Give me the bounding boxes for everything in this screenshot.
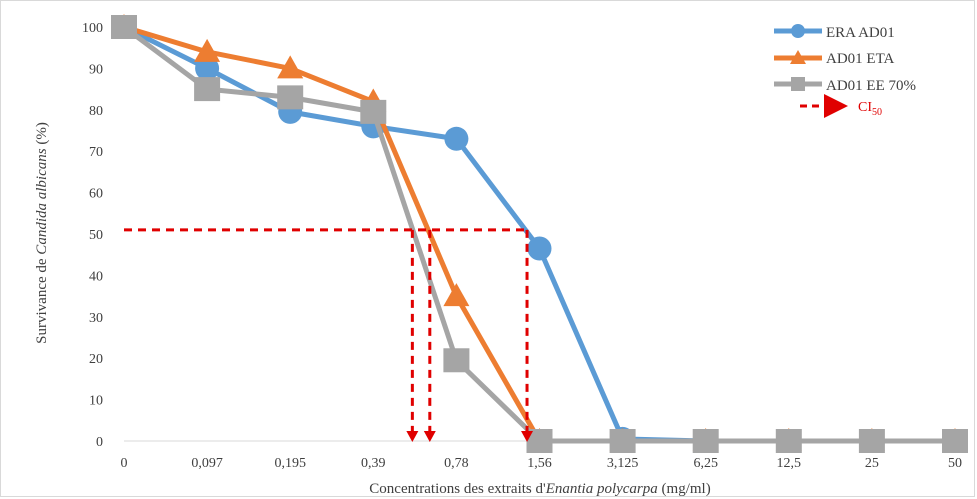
data-point [277, 85, 304, 110]
data-point [195, 56, 220, 81]
data-point [111, 15, 137, 39]
legend-label-2: AD01 EE 70% [826, 78, 916, 94]
y-tick-label: 10 [89, 394, 103, 409]
y-axis-tick-labels: 0 10 20 30 40 50 60 70 80 90 100 [82, 21, 103, 450]
x-tick-label: 0,39 [361, 456, 386, 471]
x-axis-title-suffix: (mg/ml) [658, 481, 711, 497]
legend: ERA AD01 AD01 ETA AD01 EE 70% CI50 [774, 24, 916, 118]
x-axis-tick-labels: 0 0,097 0,195 0,39 0,78 1,56 3,125 6,25 12,5 25 50 [121, 456, 963, 471]
x-axis-title-prefix: Concentrations des extraits d' [369, 481, 546, 497]
legend-label-1: AD01 ETA [826, 51, 895, 67]
y-tick-label: 90 [89, 62, 103, 77]
data-point [194, 38, 221, 62]
series-layer [111, 14, 968, 453]
y-tick-label: 50 [89, 228, 103, 243]
data-point [360, 99, 387, 124]
legend-label-0: ERA AD01 [826, 25, 895, 41]
x-tick-label: 12,5 [777, 456, 802, 471]
y-tick-label: 20 [89, 352, 103, 367]
x-tick-label: 0 [121, 456, 128, 471]
x-tick-label: 0,78 [444, 456, 469, 471]
x-tick-label: 1,56 [527, 456, 552, 471]
y-axis-title: Survivance de Candida albicans (%) [34, 122, 50, 344]
x-tick-label: 25 [865, 456, 879, 471]
data-point [527, 236, 552, 261]
x-axis-title: Concentrations des extraits d'Enantia po… [369, 481, 710, 497]
legend-item-2: AD01 EE 70% [774, 77, 916, 94]
legend-ci50-label-sub: 50 [872, 107, 882, 118]
data-point [775, 429, 802, 453]
legend-marker-2 [791, 77, 805, 91]
x-axis-title-italic: Enantia polycarpa [545, 481, 658, 497]
data-point [277, 55, 304, 79]
x-tick-label: 0,195 [274, 456, 306, 471]
legend-item-1: AD01 ETA [774, 50, 895, 67]
legend-marker-0 [791, 24, 805, 38]
y-tick-label: 30 [89, 311, 103, 326]
data-point [443, 348, 470, 373]
data-point [609, 429, 636, 453]
legend-ci50-label: CI50 [858, 100, 882, 118]
y-axis-title-italic: Candida albicans [34, 148, 50, 254]
y-axis-title-prefix: Survivance de [34, 255, 50, 344]
ci50-guides [124, 228, 534, 442]
y-tick-label: 80 [89, 104, 103, 119]
y-tick-label: 0 [96, 435, 103, 450]
x-tick-label: 0,097 [191, 456, 223, 471]
x-tick-label: 50 [948, 456, 962, 471]
y-tick-label: 40 [89, 269, 103, 284]
y-tick-label: 60 [89, 187, 103, 202]
data-point [443, 283, 470, 307]
data-point [444, 126, 469, 151]
legend-marker-1 [790, 50, 806, 64]
x-tick-label: 6,25 [693, 456, 718, 471]
legend-ci50-label-main: CI [858, 100, 872, 115]
x-tick-label: 3,125 [607, 456, 639, 471]
y-tick-label: 70 [89, 145, 103, 160]
y-axis-title-suffix: (%) [34, 122, 50, 148]
ci50-arrowhead-1 [423, 431, 436, 442]
ci50-arrowhead-0 [406, 431, 419, 442]
legend-item-0: ERA AD01 [774, 24, 895, 41]
data-point [858, 429, 885, 453]
legend-item-ci50: CI50 [800, 94, 882, 118]
data-point [692, 429, 719, 453]
ci50-arrowhead-2 [521, 431, 534, 442]
data-point [942, 429, 968, 453]
y-tick-label: 100 [82, 21, 103, 36]
data-point [194, 77, 221, 102]
